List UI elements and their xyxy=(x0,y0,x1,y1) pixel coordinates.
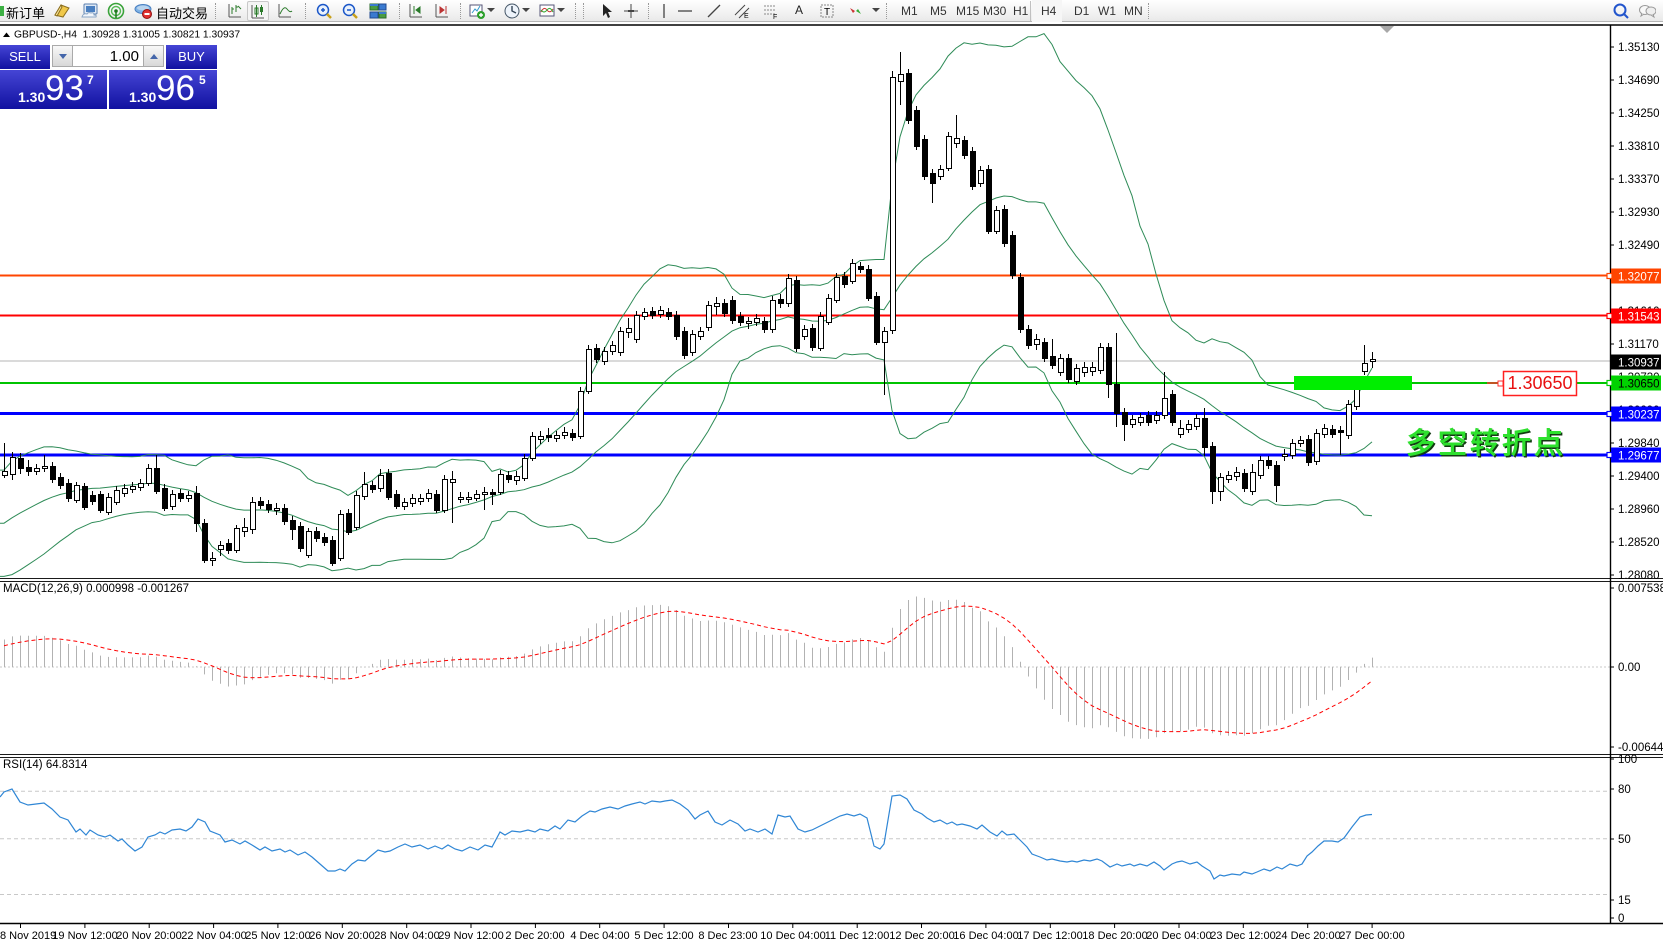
svg-text:25 Nov 12:00: 25 Nov 12:00 xyxy=(245,930,310,942)
svg-text:17 Dec 12:00: 17 Dec 12:00 xyxy=(1017,930,1082,942)
svg-text:T: T xyxy=(824,7,830,18)
svg-text:1.29840: 1.29840 xyxy=(1618,438,1660,450)
svg-text:1.28960: 1.28960 xyxy=(1618,504,1660,516)
svg-text:1.34690: 1.34690 xyxy=(1618,75,1660,87)
svg-text:1.29677: 1.29677 xyxy=(1618,451,1660,463)
svg-text:0.007538: 0.007538 xyxy=(1618,583,1663,595)
svg-text:23 Dec 12:00: 23 Dec 12:00 xyxy=(1210,930,1275,942)
svg-text:2 Dec 20:00: 2 Dec 20:00 xyxy=(505,930,564,942)
svg-text:0.00: 0.00 xyxy=(1618,662,1640,674)
svg-text:20 Dec 04:00: 20 Dec 04:00 xyxy=(1146,930,1211,942)
svg-text:1.33810: 1.33810 xyxy=(1618,141,1660,153)
svg-text:20 Nov 20:00: 20 Nov 20:00 xyxy=(116,930,181,942)
svg-text:GBPUSD-,H4 1.30928 1.31005 1.: GBPUSD-,H4 1.30928 1.31005 1.30821 1.309… xyxy=(14,30,240,41)
svg-text:1.30650: 1.30650 xyxy=(1618,379,1660,391)
svg-text:8 Dec 23:00: 8 Dec 23:00 xyxy=(698,930,757,942)
svg-text:16 Dec 04:00: 16 Dec 04:00 xyxy=(953,930,1018,942)
svg-text:1.30237: 1.30237 xyxy=(1618,410,1660,422)
svg-text:22 Nov 04:00: 22 Nov 04:00 xyxy=(181,930,246,942)
svg-text:多空转折点: 多空转折点 xyxy=(1407,428,1567,462)
svg-text:1.31543: 1.31543 xyxy=(1618,312,1660,324)
svg-text:0: 0 xyxy=(1618,913,1624,925)
svg-text:1.30937: 1.30937 xyxy=(1618,358,1660,370)
svg-text:12 Dec 20:00: 12 Dec 20:00 xyxy=(889,930,954,942)
svg-text:11 Dec 12:00: 11 Dec 12:00 xyxy=(825,930,890,942)
svg-text:28 Nov 04:00: 28 Nov 04:00 xyxy=(374,930,439,942)
svg-text:10 Dec 04:00: 10 Dec 04:00 xyxy=(760,930,825,942)
svg-text:-0.006446: -0.006446 xyxy=(1618,742,1663,754)
svg-text:50: 50 xyxy=(1618,834,1631,846)
svg-text:4 Dec 04:00: 4 Dec 04:00 xyxy=(570,930,629,942)
svg-text:15: 15 xyxy=(1618,895,1631,907)
svg-text:18 Dec 20:00: 18 Dec 20:00 xyxy=(1082,930,1147,942)
svg-text:19 Nov 12:00: 19 Nov 12:00 xyxy=(52,930,117,942)
svg-text:1.29400: 1.29400 xyxy=(1618,471,1660,483)
svg-text:1.34250: 1.34250 xyxy=(1618,108,1660,120)
svg-text:F: F xyxy=(773,14,777,20)
svg-text:1.32077: 1.32077 xyxy=(1618,272,1660,284)
svg-text:1.32930: 1.32930 xyxy=(1618,207,1660,219)
svg-text:1.30650: 1.30650 xyxy=(1507,373,1572,393)
svg-text:RSI(14) 64.8314: RSI(14) 64.8314 xyxy=(3,759,88,771)
svg-text:1.35130: 1.35130 xyxy=(1618,42,1660,54)
svg-text:29 Nov 12:00: 29 Nov 12:00 xyxy=(438,930,503,942)
svg-text:多空转折点: 多空转折点 xyxy=(1406,426,1566,460)
svg-text:1.28080: 1.28080 xyxy=(1618,570,1660,582)
svg-text:80: 80 xyxy=(1618,784,1631,796)
svg-text:MACD(12,26,9) 0.000998 -0.0012: MACD(12,26,9) 0.000998 -0.001267 xyxy=(3,583,189,595)
svg-text:24 Dec 20:00: 24 Dec 20:00 xyxy=(1275,930,1340,942)
svg-text:1.33370: 1.33370 xyxy=(1618,174,1660,186)
svg-text:26 Nov 20:00: 26 Nov 20:00 xyxy=(309,930,374,942)
svg-text:1.31170: 1.31170 xyxy=(1618,339,1659,351)
svg-text:27 Dec 00:00: 27 Dec 00:00 xyxy=(1339,930,1404,942)
svg-text:E: E xyxy=(744,13,749,20)
svg-text:8 Nov 2019: 8 Nov 2019 xyxy=(0,930,56,942)
svg-text:1.32490: 1.32490 xyxy=(1618,240,1660,252)
svg-text:5 Dec 12:00: 5 Dec 12:00 xyxy=(634,930,693,942)
svg-text:1.28520: 1.28520 xyxy=(1618,537,1660,549)
svg-text:100: 100 xyxy=(1618,754,1637,766)
